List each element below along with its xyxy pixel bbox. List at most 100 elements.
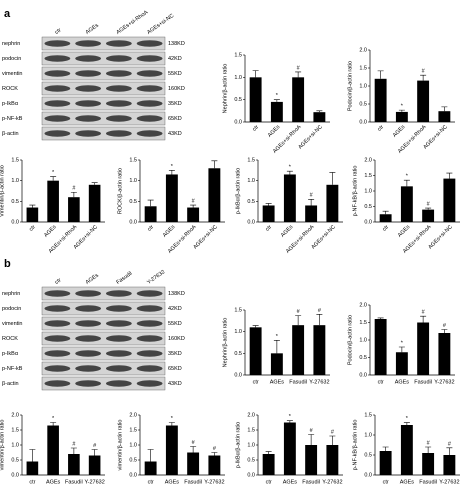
x-tick-label: Y-27632	[309, 379, 329, 385]
lane-label: ctr	[54, 277, 63, 286]
error-bar	[308, 434, 315, 445]
significance-mark: #	[422, 69, 426, 75]
x-tick-label: ctr	[383, 479, 389, 485]
bar	[326, 184, 339, 222]
x-tick-label: ctr	[148, 479, 154, 485]
error-bar	[190, 446, 197, 453]
bar	[313, 112, 326, 122]
protein-label: ROCK	[2, 336, 18, 342]
x-tick-label: Y-27632	[434, 379, 454, 385]
blot-band	[136, 305, 163, 312]
error-bar	[403, 422, 410, 425]
significance-mark: #	[448, 441, 452, 447]
error-bar	[446, 447, 453, 455]
error-bar	[29, 204, 36, 208]
blot-strip	[41, 316, 166, 331]
panel-letter: a	[4, 8, 11, 20]
bar	[417, 322, 430, 375]
blot-band	[136, 70, 163, 77]
blot-band	[105, 335, 132, 342]
error-bar	[425, 207, 432, 210]
protein-label: p-NF-kB	[2, 366, 23, 372]
error-bar	[441, 329, 448, 333]
blot-band	[105, 85, 132, 92]
significance-mark: *	[276, 93, 279, 99]
x-tick-label: AGEs	[397, 224, 412, 239]
blot-band	[136, 350, 163, 357]
significance-mark: #	[192, 440, 196, 446]
y-tick-label: 1.5	[364, 173, 372, 179]
size-label: 65KD	[168, 116, 182, 122]
y-tick-label: 0.5	[11, 199, 19, 205]
x-tick-label: AGEs	[283, 479, 298, 485]
bar	[68, 454, 80, 475]
blot-band	[44, 55, 71, 62]
x-tick-label: AGEs	[392, 124, 407, 139]
protein-label: β-actin	[2, 381, 19, 387]
y-tick-label: 0.5	[359, 101, 367, 107]
y-tick-label: 1.5	[364, 412, 372, 418]
significance-mark: *	[171, 164, 174, 170]
y-tick-label: 0.0	[11, 219, 19, 225]
y-axis-label: Podocin/β-actin ratio	[347, 315, 353, 365]
y-axis-label: Nephrin/β-actin ratio	[222, 64, 228, 114]
panel-letter: b	[4, 258, 11, 270]
bar	[262, 454, 275, 475]
size-label: 160KD	[168, 86, 185, 92]
x-tick-label: Fasudil	[419, 479, 437, 485]
blot-band	[136, 40, 163, 47]
y-tick-label: 1.0	[247, 442, 255, 448]
bar	[68, 197, 80, 222]
x-tick-label: AGEs	[270, 379, 285, 385]
protein-label: p-IkBα	[2, 101, 19, 107]
blot-band	[105, 115, 132, 122]
x-tick-label: ctr	[381, 224, 390, 233]
x-tick-label: Y-27632	[204, 479, 224, 485]
x-tick-label: Fasudil	[414, 379, 432, 385]
bar	[379, 214, 392, 222]
y-tick-label: 1.0	[359, 83, 367, 89]
y-axis-label: Nephrin/β-actin ratio	[222, 318, 228, 368]
y-axis-label: vimentin/β-actin ratio	[0, 420, 5, 471]
blot-band	[136, 130, 163, 137]
protein-label: vimentin	[2, 71, 22, 77]
blot-band	[44, 380, 71, 387]
error-bar	[446, 172, 453, 179]
blot-band	[44, 40, 71, 47]
significance-mark: *	[52, 416, 55, 422]
blot-band	[136, 365, 163, 372]
y-tick-label: 0.0	[129, 472, 137, 478]
blot-strip	[41, 96, 166, 111]
y-tick-label: 0.0	[359, 119, 367, 125]
blot-band	[105, 55, 132, 62]
x-tick-label: AGEs	[395, 379, 410, 385]
error-bar	[252, 325, 259, 328]
blot-strip	[41, 331, 166, 346]
error-bar	[91, 449, 98, 456]
error-bar	[295, 71, 302, 78]
y-tick-label: 2.0	[247, 412, 255, 418]
size-label: 65KD	[168, 366, 182, 372]
blot-band	[105, 130, 132, 137]
protein-label: podocin	[2, 306, 21, 312]
error-bar	[382, 210, 389, 215]
blot-band	[136, 85, 163, 92]
y-tick-label: 1.5	[234, 52, 242, 58]
y-tick-label: 0.5	[247, 199, 255, 205]
y-tick-label: 2.0	[129, 412, 137, 418]
error-bar	[147, 449, 154, 462]
error-bar	[273, 340, 280, 354]
protein-label: podocin	[2, 56, 21, 62]
x-tick-label: Fasudil	[289, 379, 307, 385]
y-axis-label: p-NF-kB/β-actin ratio	[352, 166, 358, 217]
significance-mark: *	[171, 416, 174, 422]
bar	[26, 461, 39, 475]
x-tick-label: ctr	[264, 224, 273, 233]
y-tick-label: 1.5	[247, 427, 255, 433]
y-tick-label: 0.0	[364, 219, 372, 225]
size-label: 43KD	[168, 381, 182, 387]
significance-mark: #	[72, 186, 76, 192]
significance-mark: *	[52, 170, 55, 176]
significance-mark: *	[289, 414, 292, 420]
y-axis-label: Podocin/β-actin ratio	[347, 61, 353, 111]
